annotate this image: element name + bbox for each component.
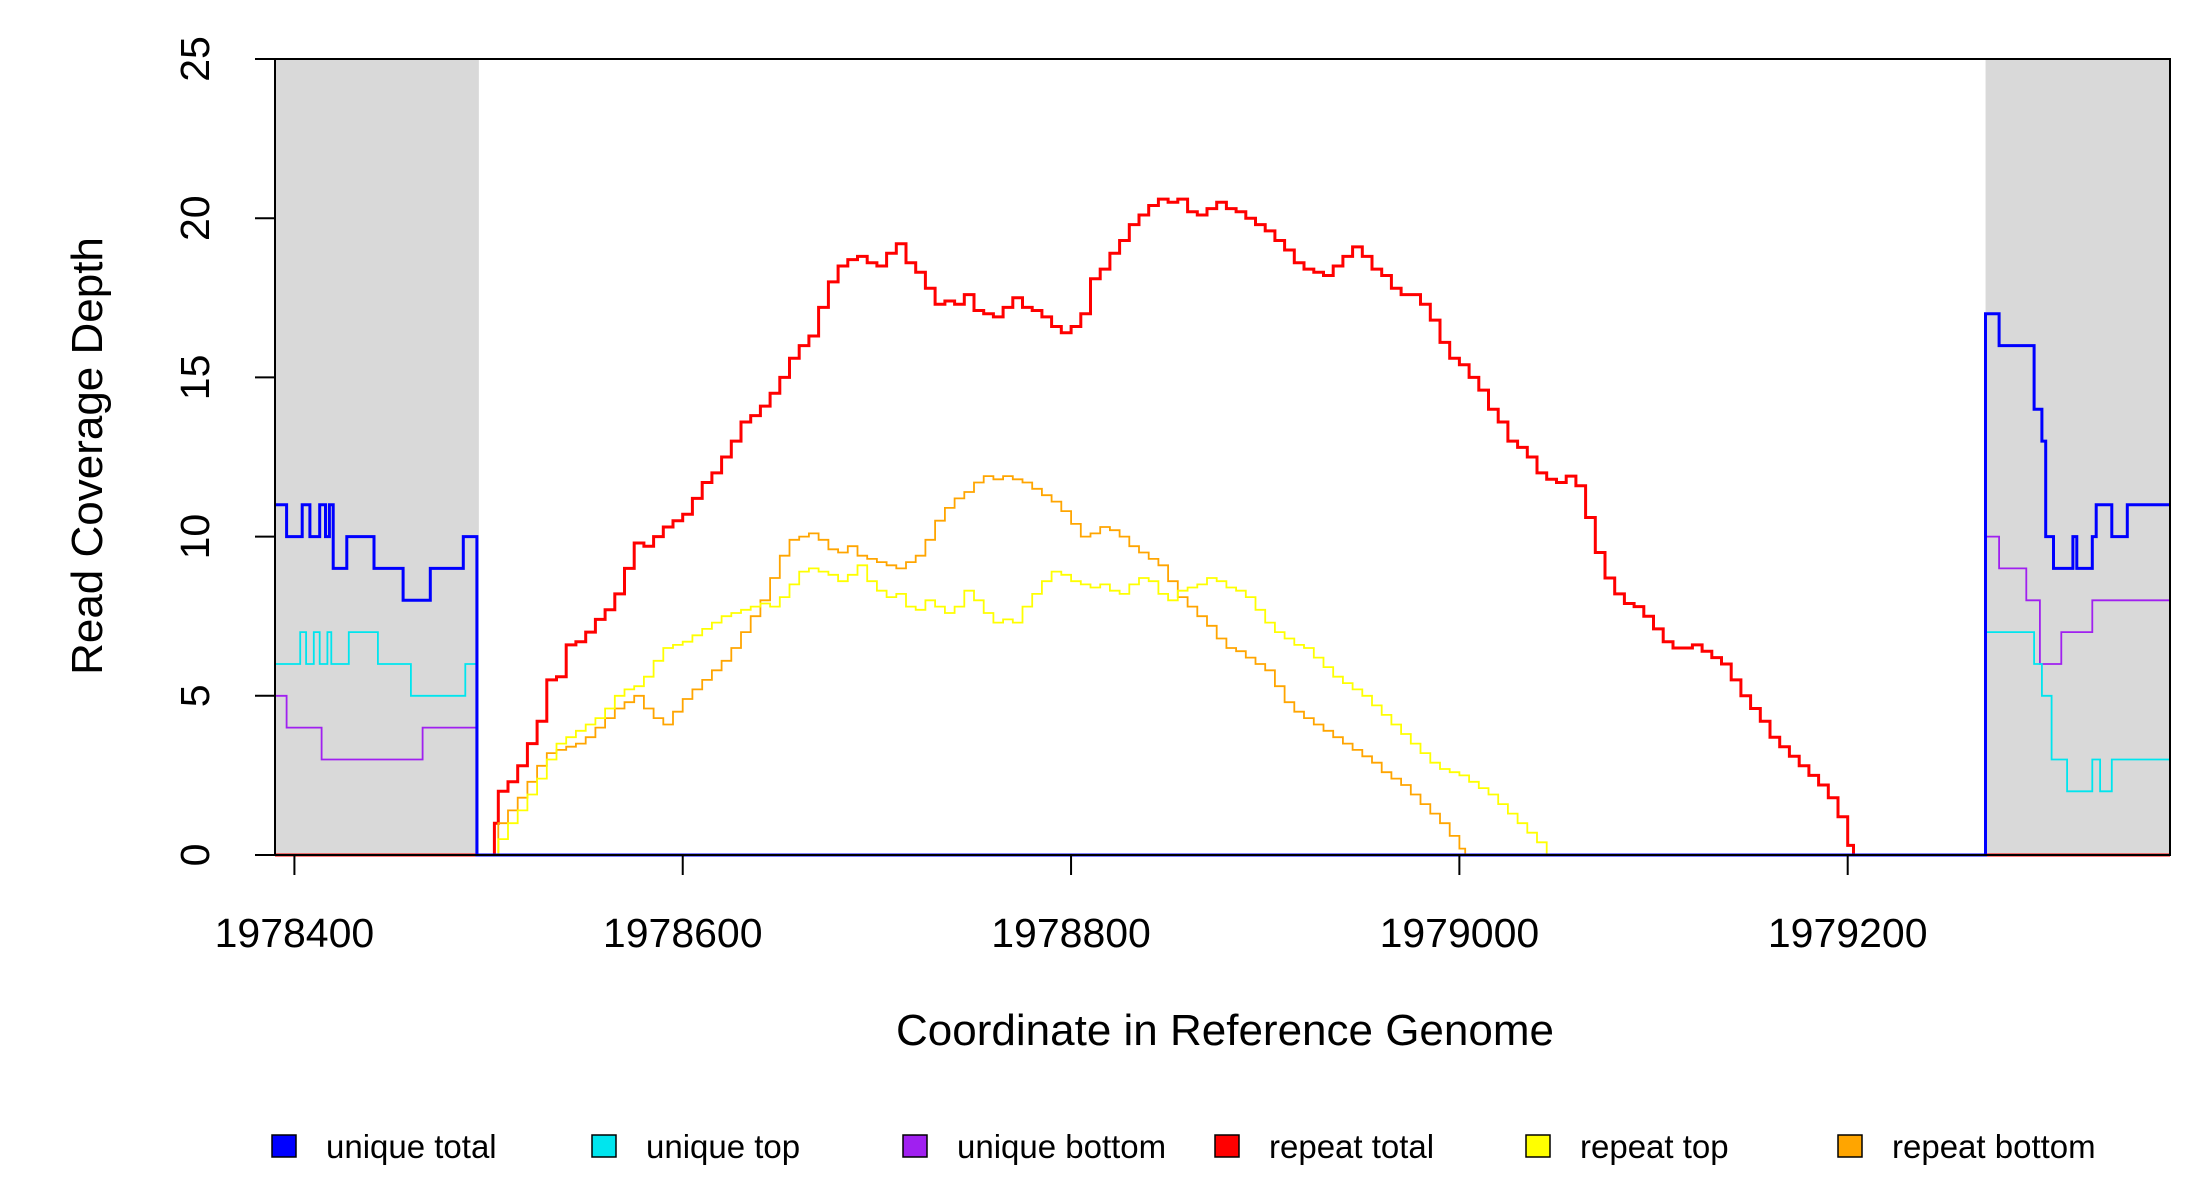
series-line-repeat-total (275, 197, 2170, 857)
series-line-unique-total (275, 312, 2170, 857)
legend: unique total unique top unique bottom repea… (271, 1128, 2096, 1165)
y-axis-title: Read Coverage Depth (63, 237, 112, 675)
legend-label: repeat top (1580, 1128, 1729, 1165)
x-tick-label: 1978800 (991, 910, 1151, 956)
shaded-region (1985, 59, 2170, 855)
series-line-repeat-bottom (275, 475, 2170, 856)
legend-swatch (902, 1134, 928, 1158)
shaded-region (275, 59, 479, 855)
legend-swatch (1837, 1134, 1863, 1158)
legend-swatch (1214, 1134, 1240, 1158)
legend-label: repeat total (1269, 1128, 1434, 1165)
series-line-unique-bottom (275, 535, 2170, 856)
legend-swatch (1525, 1134, 1551, 1158)
x-axis: 1978400 1978600 1978800 1979000 1979200 (215, 854, 1928, 956)
y-tick-label: 15 (172, 355, 218, 401)
legend-label: unique total (326, 1128, 497, 1165)
x-axis-title: Coordinate in Reference Genome (896, 1006, 1554, 1055)
x-tick-label: 1978400 (215, 910, 375, 956)
plot-frame (274, 58, 2171, 856)
y-tick-label: 10 (172, 514, 218, 560)
legend-label: repeat bottom (1892, 1128, 2096, 1165)
x-tick-label: 1978600 (603, 910, 763, 956)
legend-label: unique bottom (957, 1128, 1166, 1165)
legend-label: unique top (646, 1128, 800, 1165)
series-line-repeat-top (275, 564, 2170, 856)
y-tick-label: 5 (172, 684, 218, 707)
x-tick-label: 1979000 (1380, 910, 1540, 956)
legend-swatch (271, 1134, 297, 1158)
y-axis: 0 5 10 15 20 25 (172, 36, 276, 867)
y-tick-label: 20 (172, 195, 218, 241)
shaded-regions (275, 59, 2170, 855)
series-lines (275, 197, 2170, 857)
y-tick-label: 25 (172, 36, 218, 82)
series-line-unique-top (275, 631, 2170, 856)
x-tick-label: 1979200 (1768, 910, 1928, 956)
y-tick-label: 0 (172, 844, 218, 867)
legend-swatch (591, 1134, 617, 1158)
